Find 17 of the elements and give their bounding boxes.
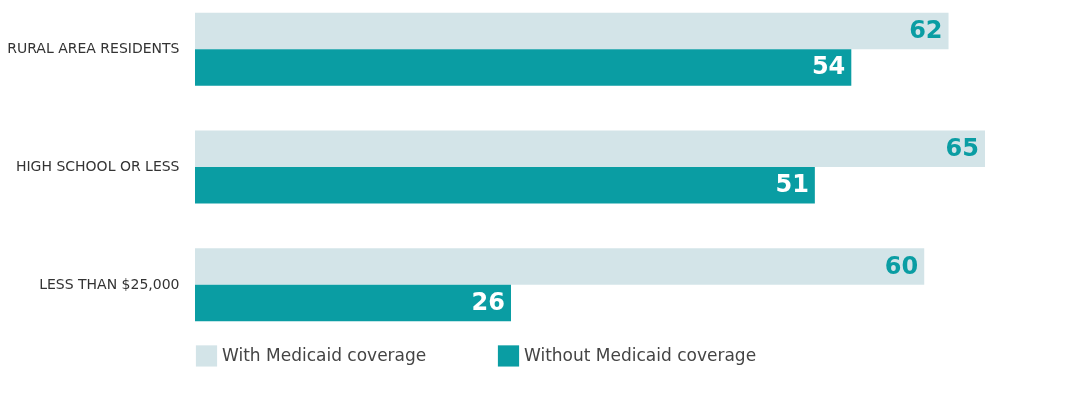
data-label: 54 <box>811 52 846 81</box>
y-tick-label: LESS THAN $25,000 <box>39 275 180 292</box>
bar <box>195 49 852 86</box>
bar <box>195 130 985 167</box>
y-tick-label: RURAL AREA RESIDENTS <box>7 40 180 57</box>
bar <box>195 167 815 204</box>
data-label: 65 <box>945 133 979 162</box>
bar <box>195 284 511 322</box>
data-label: 51 <box>775 170 809 199</box>
y-tick-label: HIGH SCHOOL OR LESS <box>15 158 180 174</box>
data-label: 26 <box>471 288 505 317</box>
legend-label: With Medicaid coverage <box>222 344 427 365</box>
legend-label: Without Medicaid coverage <box>524 344 757 365</box>
bar <box>195 248 925 285</box>
data-label: 60 <box>884 251 919 280</box>
data-label: 62 <box>909 15 943 44</box>
bar <box>195 12 949 50</box>
